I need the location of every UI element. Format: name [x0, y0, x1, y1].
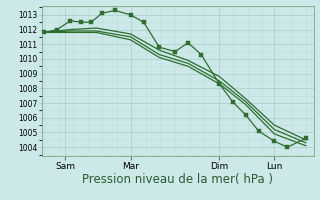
X-axis label: Pression niveau de la mer( hPa ): Pression niveau de la mer( hPa ) [82, 173, 273, 186]
